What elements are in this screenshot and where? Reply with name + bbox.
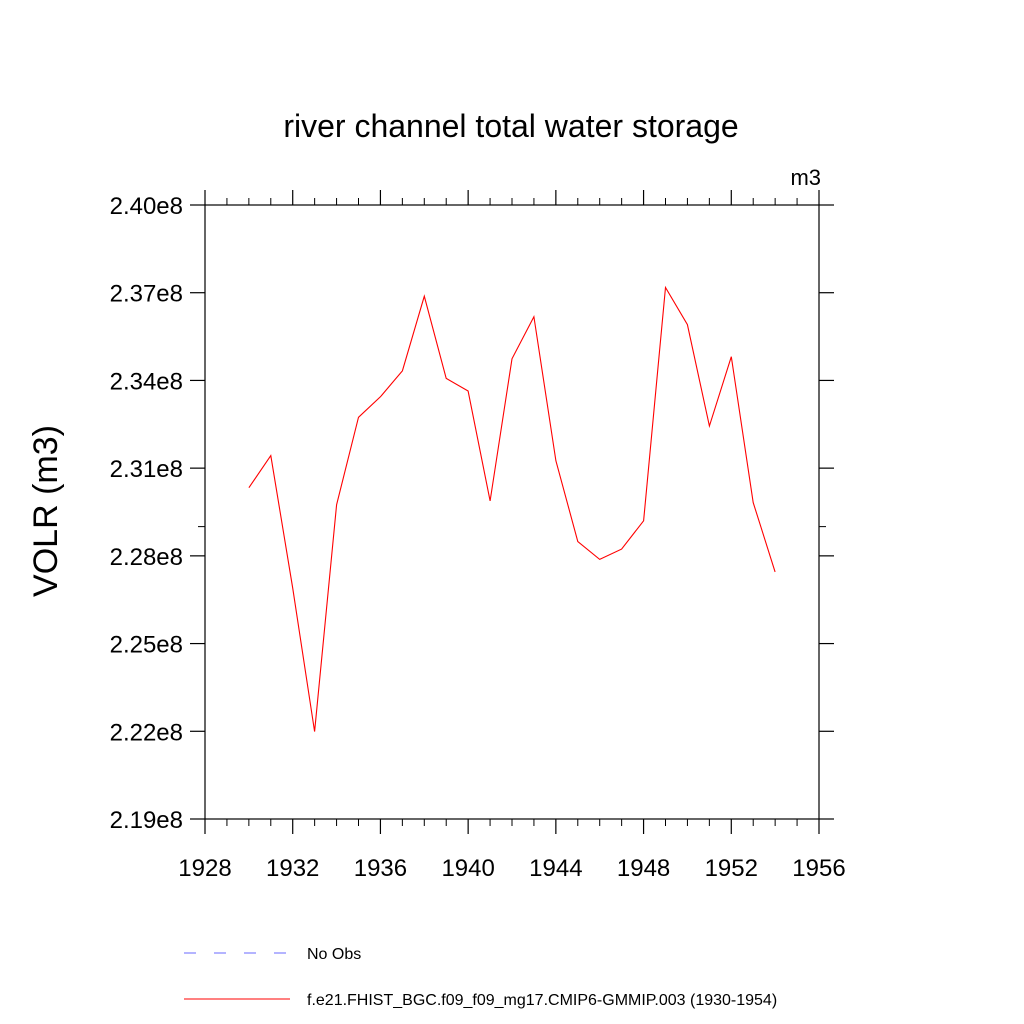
x-tick-label: 1928 <box>178 855 231 882</box>
x-tick-label: 1944 <box>529 855 582 882</box>
y-tick-label: 2.34e8 <box>110 368 183 395</box>
y-tick-label: 2.19e8 <box>110 807 183 834</box>
y-tick-label: 2.22e8 <box>110 719 183 746</box>
legend-label-no-obs: No Obs <box>307 946 361 963</box>
y-axis-label: VOLR (m3) <box>27 425 65 597</box>
units-label: m3 <box>790 165 821 190</box>
y-tick-label: 2.40e8 <box>110 193 183 220</box>
x-tick-label: 1956 <box>792 855 845 882</box>
y-tick-label: 2.31e8 <box>110 456 183 483</box>
chart-title: river channel total water storage <box>283 108 738 144</box>
y-tick-label: 2.28e8 <box>110 544 183 571</box>
series-line <box>248 285 776 732</box>
legend-label-model: f.e21.FHIST_BGC.f09_f09_mg17.CMIP6-GMMIP… <box>307 992 777 1009</box>
x-tick-label: 1936 <box>354 855 407 882</box>
y-tick-labels: 2.19e8 2.22e8 2.25e8 2.28e8 2.31e8 2.34e8 2.37… <box>110 193 183 834</box>
x-tick-label: 1940 <box>441 855 494 882</box>
y-tick-label: 2.25e8 <box>110 632 183 659</box>
x-tick-label: 1948 <box>617 855 670 882</box>
x-tick-label: 1952 <box>705 855 758 882</box>
series-group <box>248 285 776 732</box>
plot-frame <box>204 204 820 820</box>
x-tick-labels: 1928 1932 1936 1940 1944 1948 1952 1956 <box>178 855 845 882</box>
legend: No Obs f.e21.FHIST_BGC.f09_f09_mg17.CMIP… <box>184 946 777 1009</box>
y-tick-label: 2.37e8 <box>110 281 183 308</box>
x-tick-label: 1932 <box>266 855 319 882</box>
axis-ticks <box>190 190 834 834</box>
